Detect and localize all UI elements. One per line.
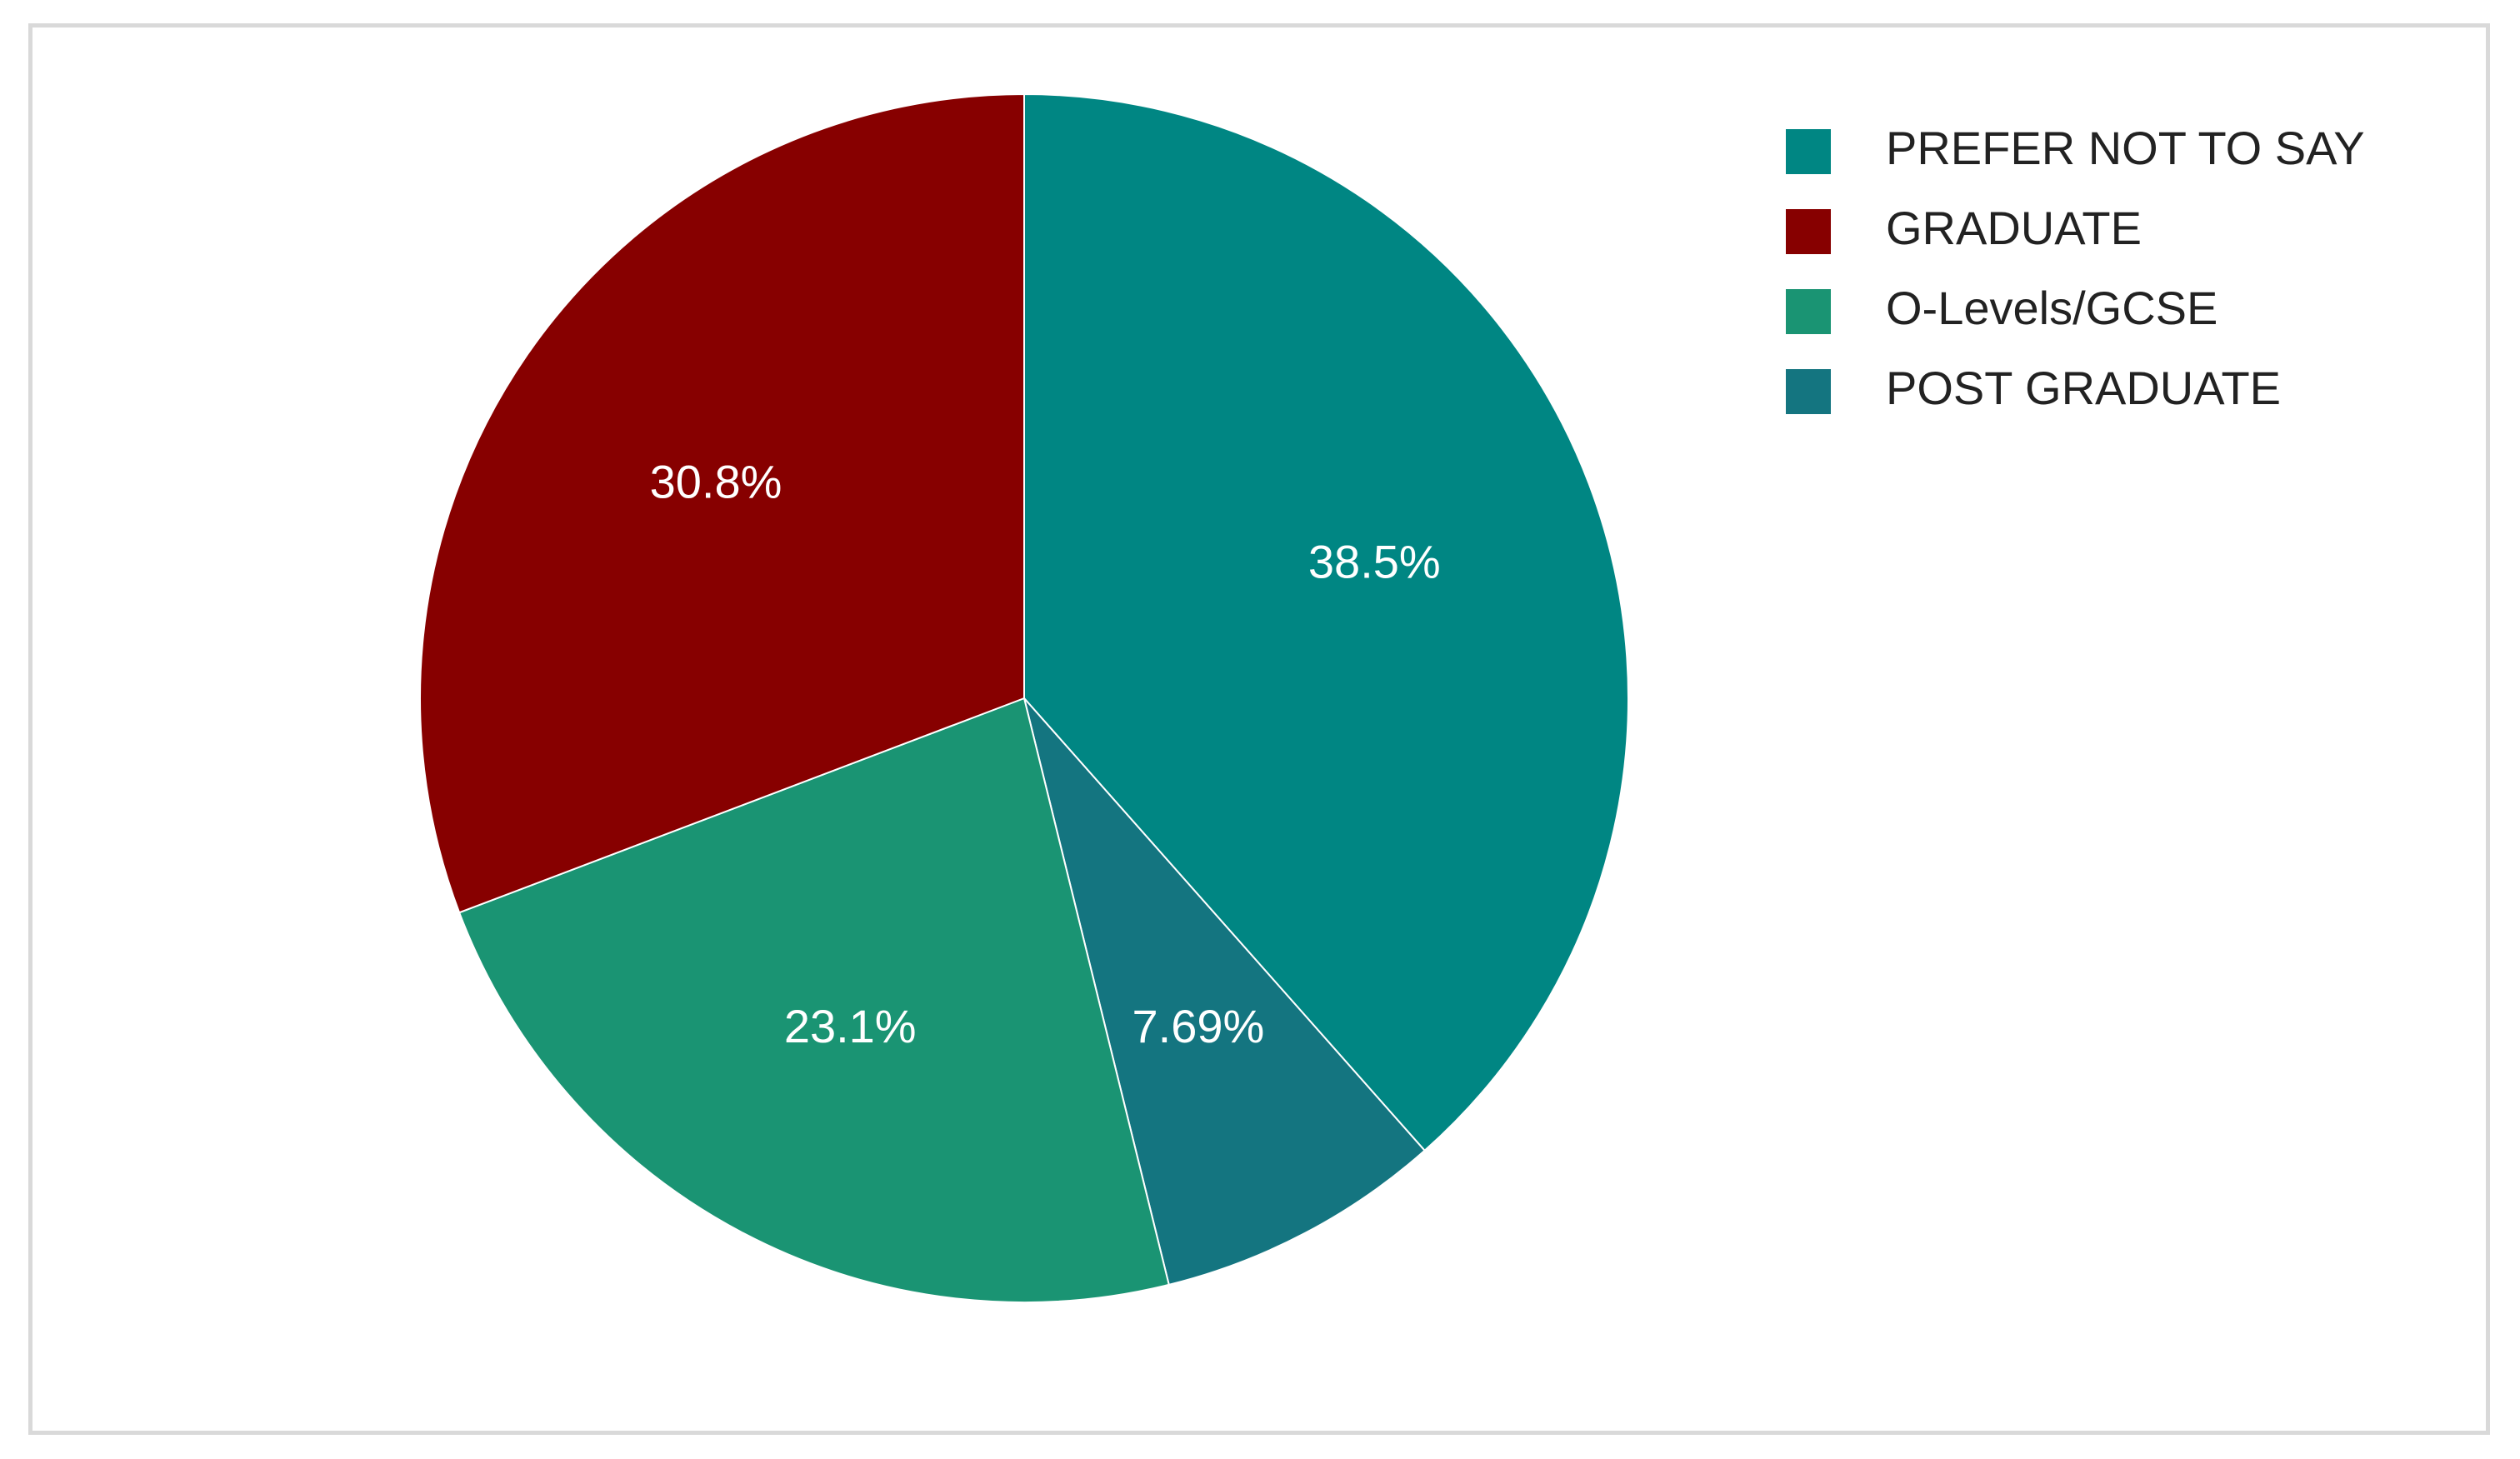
- pie-chart: 38.5% 7.69% 23.1% 30.8% PREFER NOT TO SAY GR…: [419, 92, 2365, 1303]
- legend-item-post-graduate[interactable]: POST GRADUATE: [1786, 362, 2281, 414]
- pie-slice-prefer-not-to-say[interactable]: [1023, 92, 1629, 1152]
- pie-slice-post-graduate[interactable]: [1023, 697, 1427, 1287]
- legend-item-graduate[interactable]: GRADUATE: [1786, 202, 2142, 254]
- legend-label: O-Levels/GCSE: [1886, 282, 2218, 334]
- pie-slice-o-levels-gcse[interactable]: [458, 697, 1170, 1303]
- legend-label: PREFER NOT TO SAY: [1886, 122, 2365, 174]
- slice-label-o-levels-gcse: 23.1%: [784, 1000, 917, 1052]
- slice-label-prefer-not-to-say: 38.5%: [1308, 535, 1441, 587]
- legend-item-prefer-not-to-say[interactable]: PREFER NOT TO SAY: [1786, 122, 2365, 174]
- slice-label-post-graduate: 7.69%: [1132, 1000, 1265, 1052]
- legend-item-o-levels-gcse[interactable]: O-Levels/GCSE: [1786, 282, 2218, 334]
- legend-swatch: [1786, 209, 1831, 254]
- legend-swatch: [1786, 369, 1831, 414]
- legend-swatch: [1786, 129, 1831, 174]
- labels-layer: 38.5% 7.69% 23.1% 30.8%: [650, 455, 1441, 1052]
- legend-label: POST GRADUATE: [1886, 362, 2281, 414]
- chart-frame: 38.5% 7.69% 23.1% 30.8% PREFER NOT TO SAY GR…: [28, 23, 2490, 1435]
- slices-layer: [419, 92, 1629, 1303]
- legend: PREFER NOT TO SAY GRADUATE O-Levels/GCSE PO…: [1786, 122, 2365, 414]
- slice-label-graduate: 30.8%: [650, 455, 782, 507]
- legend-swatch: [1786, 289, 1831, 334]
- legend-label: GRADUATE: [1886, 202, 2142, 254]
- pie-slice-graduate[interactable]: [419, 92, 1025, 914]
